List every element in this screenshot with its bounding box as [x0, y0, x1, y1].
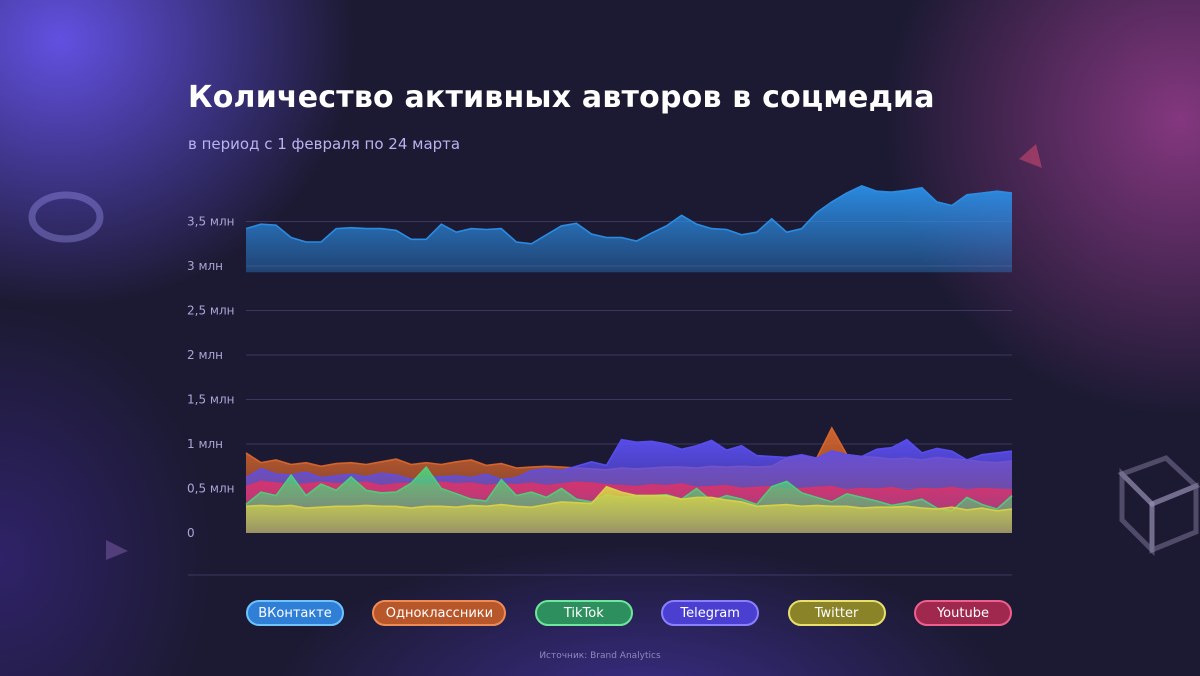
series-layer	[245, 185, 1013, 533]
legend-item-ok[interactable]: Одноклассники	[372, 600, 507, 626]
legend-item-telegram[interactable]: Telegram	[661, 600, 760, 626]
series-line-twitter	[245, 485, 1013, 512]
chart-title: Количество активных авторов в соцмедиа	[188, 80, 935, 115]
legend-item-youtube[interactable]: Youtube	[913, 600, 1012, 626]
legend-item-tiktok[interactable]: TikTok	[534, 600, 633, 626]
series-line-vk	[245, 185, 1013, 245]
source-note: Источник: Brand Analytics	[539, 651, 661, 661]
y-tick-label: 3 млн	[187, 259, 223, 273]
legend-item-vk[interactable]: ВКонтакте	[246, 600, 344, 626]
y-tick-label: 0	[187, 526, 195, 540]
y-tick-label: 1 млн	[187, 437, 223, 451]
series-line-telegram	[245, 438, 1013, 481]
series-line-youtube	[245, 480, 1013, 493]
chart-subtitle: в период с 1 февраля по 24 марта	[188, 135, 461, 153]
y-axis: 0 0,5 млн 1 млн 1,5 млн 2 млн 2,5 млн 3 млн 3,5…	[187, 215, 234, 541]
series-area-twitter	[246, 486, 1012, 533]
legend-item-twitter[interactable]: Twitter	[787, 600, 886, 626]
y-tick-label: 0,5 млн	[187, 482, 234, 496]
legend: ВКонтакте Одноклассники TikTok Telegram Twit…	[246, 600, 1012, 630]
y-tick-label: 3,5 млн	[187, 215, 234, 229]
y-tick-label: 1,5 млн	[187, 393, 234, 407]
y-tick-label: 2,5 млн	[187, 304, 234, 318]
series-area-vk	[246, 185, 1012, 273]
y-tick-label: 2 млн	[187, 348, 223, 362]
